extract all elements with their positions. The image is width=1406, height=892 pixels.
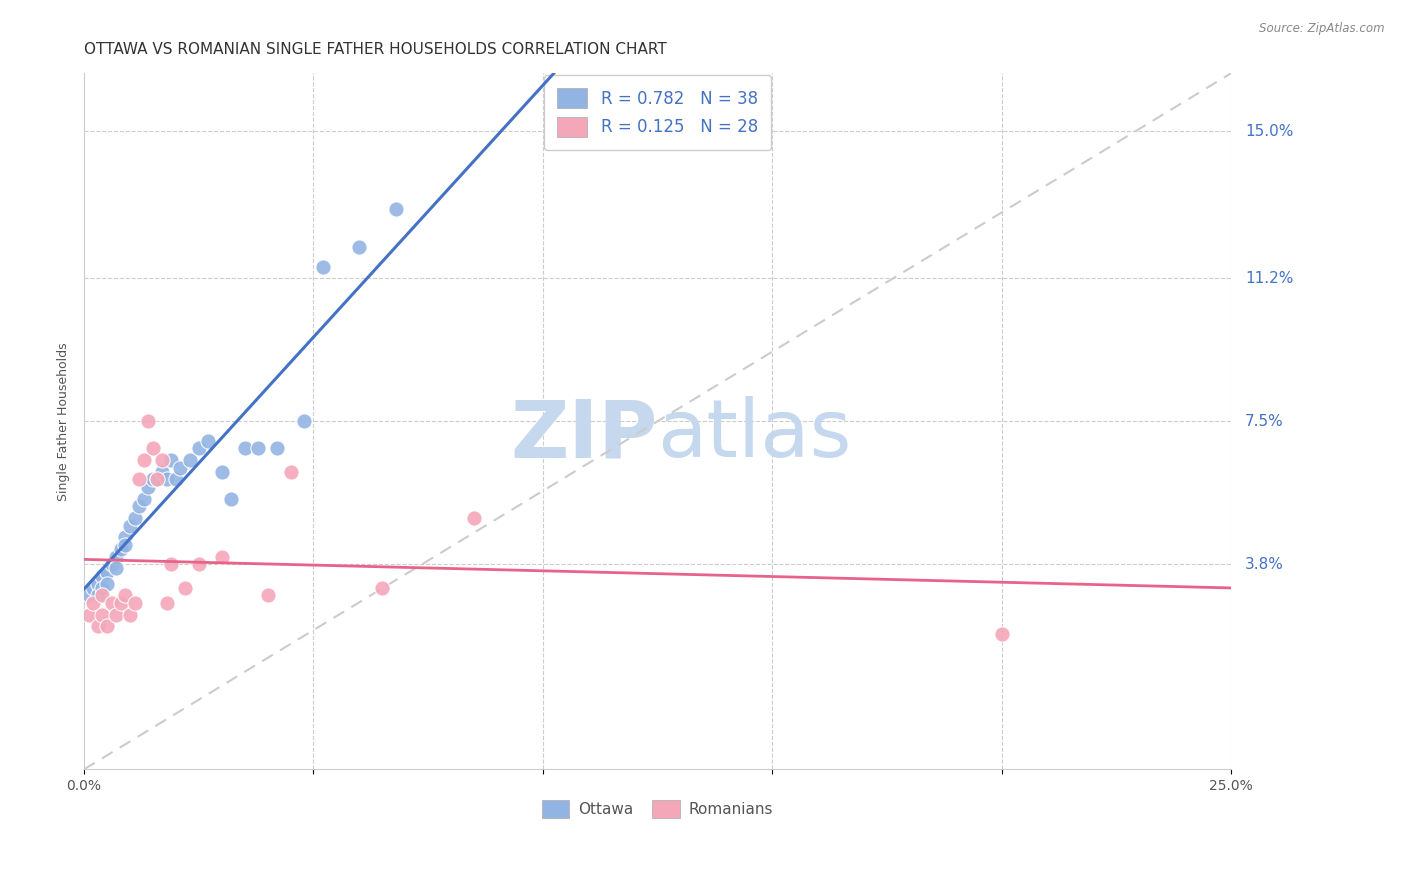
Point [105, 561, 128, 575]
Point [136, 480, 159, 494]
Point [118, 518, 141, 533]
Point [142, 472, 165, 486]
Point [280, 465, 302, 479]
Point [91, 588, 114, 602]
Point [105, 549, 128, 564]
Legend: Ottawa, Romanians: Ottawa, Romanians [536, 794, 779, 824]
Point [91, 607, 114, 622]
Y-axis label: Single Father Households: Single Father Households [58, 342, 70, 500]
Point [463, 511, 485, 525]
Point [160, 558, 183, 572]
Point [187, 558, 209, 572]
Point [150, 453, 173, 467]
Point [132, 491, 155, 506]
Point [87, 619, 110, 633]
Point [187, 442, 209, 456]
Point [105, 607, 128, 622]
Point [174, 581, 197, 595]
Point [124, 511, 146, 525]
Point [96, 576, 118, 591]
Point [385, 202, 408, 216]
Point [136, 414, 159, 428]
Point [114, 588, 136, 602]
Point [77, 588, 100, 602]
Point [160, 453, 183, 467]
Text: 3.8%: 3.8% [1244, 557, 1284, 572]
Point [349, 240, 371, 254]
Point [990, 627, 1012, 641]
Point [169, 460, 191, 475]
Point [371, 581, 394, 595]
Point [247, 442, 270, 456]
Point [91, 569, 114, 583]
Point [219, 491, 242, 506]
Point [197, 434, 219, 448]
Point [266, 442, 288, 456]
Point [128, 500, 150, 514]
Text: 15.0%: 15.0% [1244, 124, 1294, 139]
Point [233, 442, 256, 456]
Point [132, 453, 155, 467]
Point [142, 442, 165, 456]
Point [292, 414, 315, 428]
Text: 7.5%: 7.5% [1244, 414, 1284, 429]
Point [82, 596, 104, 610]
Point [110, 541, 132, 556]
Point [256, 588, 278, 602]
Point [146, 472, 169, 486]
Point [96, 565, 118, 579]
Point [311, 260, 333, 274]
Point [165, 472, 187, 486]
Point [110, 596, 132, 610]
Point [91, 581, 114, 595]
Text: atlas: atlas [658, 396, 852, 475]
Point [114, 530, 136, 544]
Text: Source: ZipAtlas.com: Source: ZipAtlas.com [1260, 22, 1385, 36]
Point [124, 596, 146, 610]
Text: 11.2%: 11.2% [1244, 270, 1294, 285]
Point [146, 472, 169, 486]
Point [150, 465, 173, 479]
Point [118, 607, 141, 622]
Text: ZIP: ZIP [510, 396, 658, 475]
Point [211, 465, 233, 479]
Point [156, 596, 179, 610]
Point [77, 607, 100, 622]
Point [211, 549, 233, 564]
Point [87, 588, 110, 602]
Point [114, 538, 136, 552]
Point [179, 453, 201, 467]
Point [100, 596, 122, 610]
Point [82, 581, 104, 595]
Point [156, 472, 179, 486]
Point [87, 576, 110, 591]
Point [96, 619, 118, 633]
Point [128, 472, 150, 486]
Text: OTTAWA VS ROMANIAN SINGLE FATHER HOUSEHOLDS CORRELATION CHART: OTTAWA VS ROMANIAN SINGLE FATHER HOUSEHO… [84, 42, 666, 57]
Point [100, 558, 122, 572]
